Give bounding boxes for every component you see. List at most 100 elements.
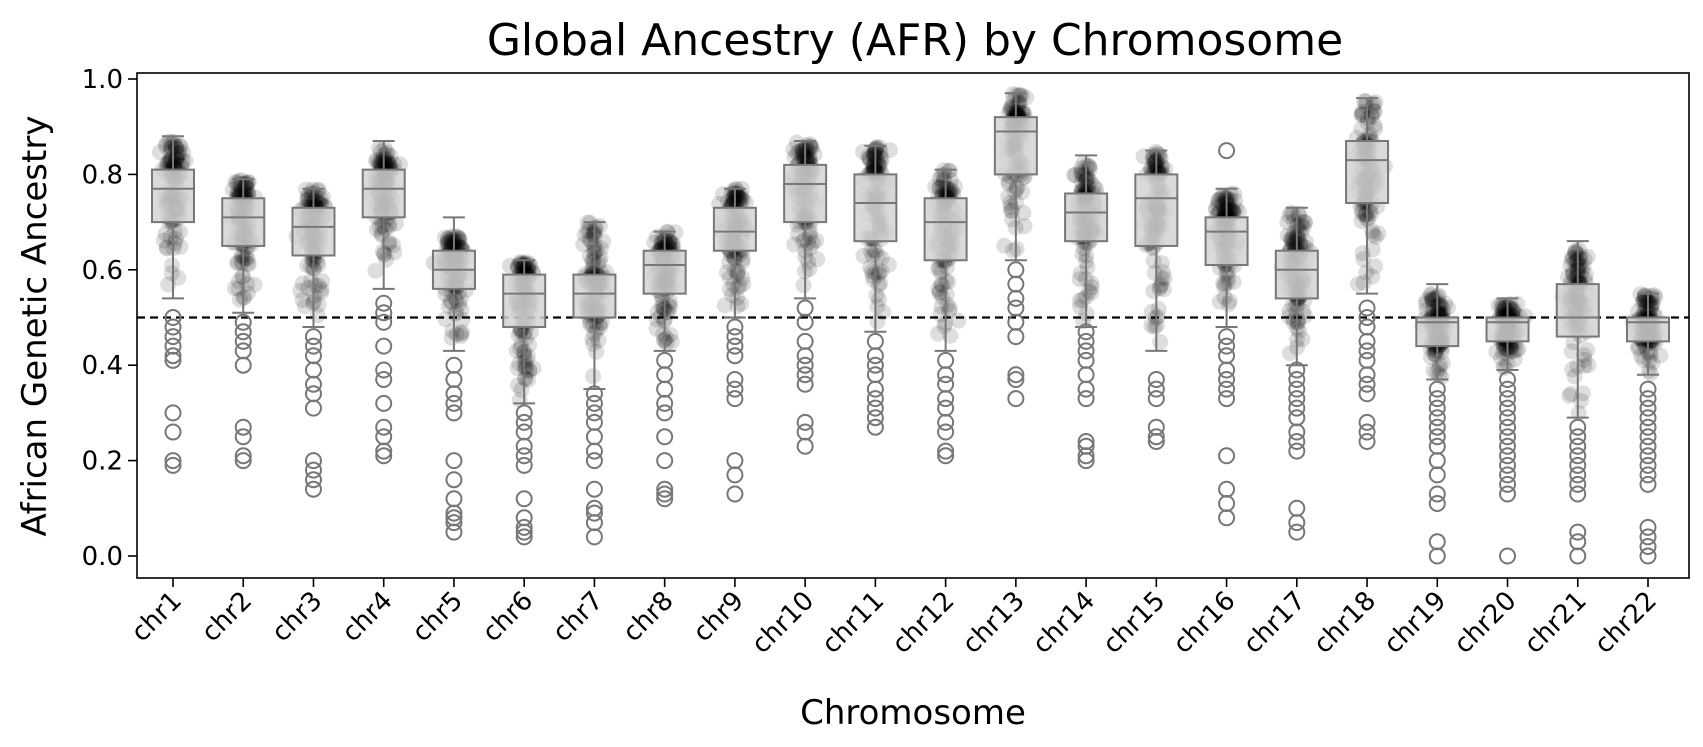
sample-point — [869, 298, 886, 315]
outlier-point — [585, 404, 603, 422]
sample-point — [584, 330, 601, 347]
iqr-box — [783, 163, 828, 224]
sample-point — [166, 156, 183, 172]
sample-point — [509, 360, 526, 377]
outlier-point — [1288, 523, 1306, 541]
sample-point — [1283, 232, 1300, 249]
outlier-point — [304, 337, 322, 355]
sample-point — [382, 148, 399, 164]
outlier-point — [1288, 442, 1306, 460]
sample-point — [175, 144, 192, 161]
iqr-box — [1555, 283, 1600, 338]
sample-point — [786, 236, 803, 253]
sample-point — [1294, 331, 1311, 348]
sample-point — [1564, 361, 1581, 378]
sample-point — [1000, 188, 1017, 205]
sample-point — [716, 297, 733, 314]
sample-point — [725, 276, 742, 293]
iqr-box — [993, 116, 1038, 176]
sample-point — [378, 146, 395, 163]
iqr-box — [1626, 316, 1670, 343]
sample-point — [1353, 202, 1370, 219]
sample-point — [1497, 297, 1514, 314]
outlier-point — [1007, 366, 1025, 384]
outlier-point — [1147, 371, 1165, 388]
sample-point — [1086, 178, 1102, 195]
sample-point — [789, 225, 806, 242]
sample-point — [1135, 148, 1152, 165]
outlier-point — [515, 456, 533, 474]
sample-point — [1562, 257, 1579, 274]
sample-point — [872, 154, 889, 171]
sample-point — [733, 295, 750, 312]
sample-point — [1576, 357, 1593, 374]
sample-point — [1563, 343, 1580, 360]
sample-point — [864, 248, 881, 265]
sample-point — [735, 276, 752, 293]
outlier-point — [1569, 523, 1587, 541]
sample-point — [509, 377, 526, 394]
outlier-point — [234, 332, 252, 350]
sample-point — [367, 262, 384, 279]
outlier-point — [304, 461, 322, 479]
sample-point — [729, 264, 746, 281]
outlier-point — [937, 399, 955, 417]
sample-point — [307, 193, 324, 210]
sample-point — [372, 154, 389, 171]
outlier-point — [1007, 261, 1025, 279]
sample-point — [737, 194, 754, 211]
sample-point — [440, 297, 457, 314]
outlier-point — [1218, 390, 1236, 408]
sample-point — [1497, 339, 1514, 356]
outlier-point — [1077, 437, 1095, 455]
outlier-point — [1499, 447, 1517, 465]
sample-point — [294, 292, 311, 308]
sample-point — [1572, 267, 1589, 284]
sample-point — [1574, 385, 1591, 402]
outlier-point — [1639, 475, 1657, 493]
sample-point — [719, 193, 736, 210]
sample-point — [869, 313, 886, 330]
sample-point — [1216, 278, 1233, 295]
outlier-point — [1428, 428, 1446, 446]
sample-point — [592, 249, 609, 266]
sample-point — [378, 251, 395, 268]
sample-point — [794, 143, 811, 160]
sample-point — [1630, 303, 1647, 320]
sample-point — [163, 153, 180, 170]
outlier-point — [1288, 399, 1306, 417]
sample-point — [1071, 271, 1088, 288]
sample-point — [313, 284, 330, 301]
sample-point — [1002, 100, 1019, 116]
sample-point — [800, 253, 817, 270]
sample-point — [724, 287, 741, 304]
outlier-point — [1007, 371, 1025, 388]
sample-point — [1083, 284, 1100, 301]
sample-point — [1646, 287, 1663, 304]
sample-point — [1505, 343, 1522, 360]
outlier-point — [375, 447, 393, 465]
sample-point — [1005, 92, 1021, 109]
outlier-point — [1218, 337, 1236, 355]
sample-point — [874, 150, 890, 167]
iqr-box — [1485, 316, 1530, 343]
sample-point — [728, 185, 745, 202]
sample-point — [795, 146, 812, 162]
sample-point — [1431, 360, 1448, 377]
sample-point — [172, 138, 189, 155]
box-chr4 — [361, 140, 406, 465]
sample-point — [658, 303, 675, 320]
sample-point — [1010, 96, 1027, 113]
sample-point — [1508, 342, 1525, 358]
sample-point — [172, 238, 189, 255]
outlier-point — [1639, 418, 1657, 436]
sample-point — [521, 361, 538, 378]
sample-point — [451, 231, 468, 248]
outlier-point — [1077, 433, 1095, 450]
outlier-point — [726, 371, 744, 388]
outlier-point — [375, 337, 393, 355]
sample-point — [1290, 205, 1307, 222]
sample-point — [655, 298, 672, 315]
sample-point — [588, 242, 605, 258]
sample-point — [229, 184, 246, 201]
